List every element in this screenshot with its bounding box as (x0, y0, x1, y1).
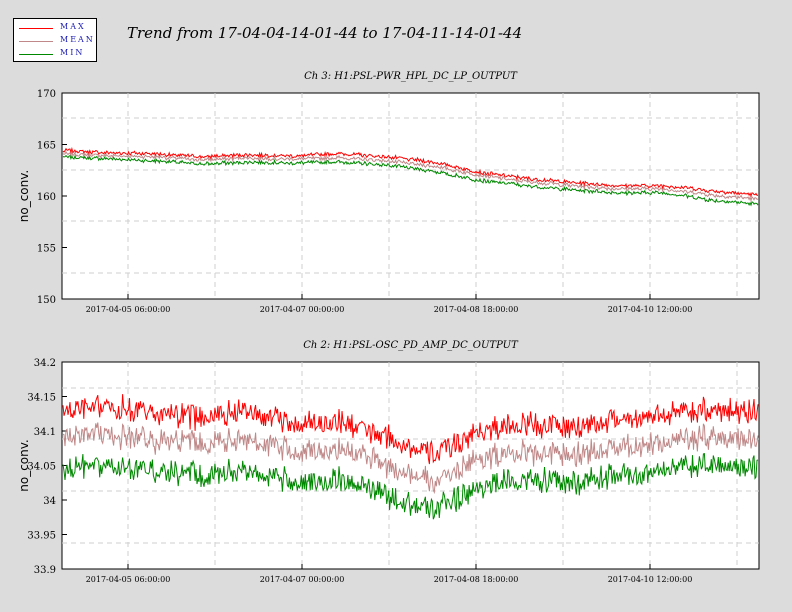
y-tick-label: 165 (37, 141, 56, 152)
legend-item-max: MAX (14, 22, 96, 34)
y-tick-label: 160 (37, 192, 56, 203)
legend-label-max: MAX (60, 22, 86, 31)
y-tick-label: 155 (37, 244, 56, 255)
y-tick-label: 33.95 (27, 531, 56, 542)
chart-title: Ch 3: H1:PSL-PWR_HPL_DC_LP_OUTPUT (304, 71, 518, 82)
legend: MAX MEAN MIN (13, 18, 97, 62)
y-tick-label: 34.05 (27, 462, 56, 473)
x-tick-label: 2017-04-07 00:00:00 (260, 575, 345, 584)
y-tick-label: 33.9 (34, 565, 56, 576)
y-tick-label: 34 (43, 496, 56, 507)
x-tick-label: 2017-04-10 12:00:00 (608, 305, 693, 314)
legend-swatch-min (19, 54, 53, 55)
x-tick-label: 2017-04-05 06:00:00 (86, 575, 171, 584)
x-tick-label: 2017-04-10 12:00:00 (608, 575, 693, 584)
y-tick-label: 170 (37, 89, 56, 100)
y-tick-label: 34.2 (34, 358, 56, 369)
series-line-mean (62, 149, 759, 203)
x-tick-label: 2017-04-05 06:00:00 (86, 305, 171, 314)
series-line-max (62, 394, 759, 465)
y-tick-label: 150 (37, 295, 56, 306)
chart-panel-1: Ch 3: H1:PSL-PWR_HPL_DC_LP_OUTPUT 150 155 1… (17, 71, 760, 314)
plot-area (61, 92, 760, 300)
x-tick-label: 2017-04-08 18:00:00 (434, 305, 519, 314)
series-line-mean (62, 422, 759, 495)
legend-item-mean: MEAN (14, 35, 96, 47)
y-tick-label: 34.1 (34, 427, 56, 438)
x-tick-label: 2017-04-08 18:00:00 (434, 575, 519, 584)
chart-title: Ch 2: H1:PSL-OSC_PD_AMP_DC_OUTPUT (303, 340, 519, 351)
legend-swatch-mean (19, 41, 53, 42)
legend-item-min: MIN (14, 48, 96, 60)
legend-swatch-max (19, 28, 53, 29)
legend-label-mean: MEAN (60, 35, 95, 44)
series-line-max (62, 146, 759, 198)
x-tick-label: 2017-04-07 00:00:00 (260, 305, 345, 314)
y-axis-label: no_conv. (17, 439, 31, 491)
series-line-min (62, 154, 759, 207)
series-line-min (62, 452, 759, 520)
plot-area (61, 361, 760, 570)
page-title: Trend from 17-04-04-14-01-44 to 17-04-11… (127, 24, 523, 42)
chart-panel-2: Ch 2: H1:PSL-OSC_PD_AMP_DC_OUTPUT 33.9 33.… (17, 340, 760, 584)
y-axis-label: no_conv. (17, 170, 31, 222)
legend-label-min: MIN (60, 48, 85, 57)
y-tick-label: 34.15 (27, 393, 56, 404)
